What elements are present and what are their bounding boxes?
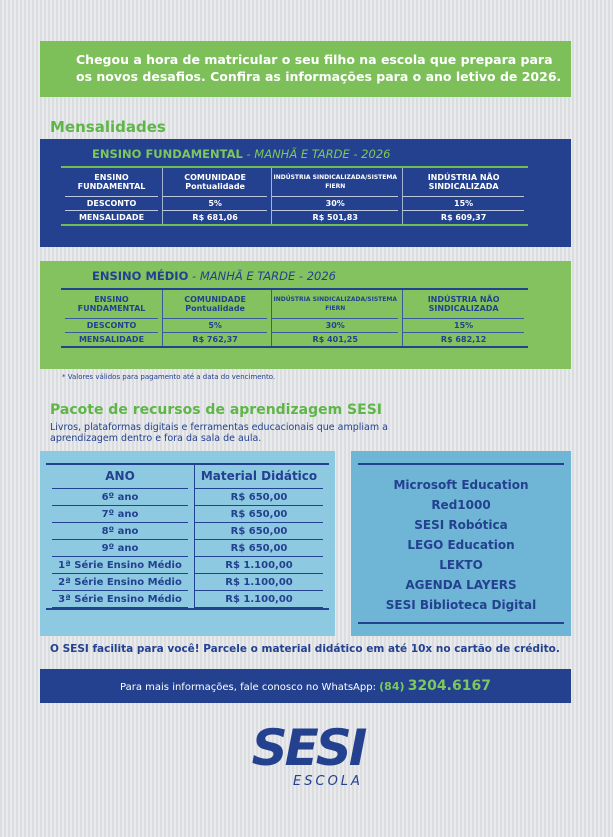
platform-item: Microsoft Education: [393, 478, 529, 492]
header-cell: ANO: [52, 465, 188, 489]
cell: 5%: [162, 197, 268, 211]
divider: [358, 622, 564, 624]
price-cell: R$ 1.100,00: [194, 557, 323, 574]
header-cell: Material Didático: [194, 465, 323, 489]
pacote-description: Livros, plataformas digitais e ferrament…: [50, 422, 388, 444]
material-row: 7º ano R$ 650,00: [52, 506, 323, 523]
header-cell: ENSINO FUNDAMENTAL: [65, 290, 158, 319]
price-cell: R$ 650,00: [194, 540, 323, 557]
intro-banner: Chegou a hora de matricular o seu filho …: [40, 41, 571, 97]
cell: 15%: [402, 197, 524, 211]
fundamental-price-table: ENSINO FUNDAMENTAL COMUNIDADE Pontualidad…: [61, 166, 528, 226]
cell: 15%: [402, 319, 524, 333]
row-label: MENSALIDADE: [78, 335, 145, 344]
year-cell: 3ª Série Ensino Médio: [52, 591, 188, 608]
material-row: 8º ano R$ 650,00: [52, 523, 323, 540]
cell: R$ 609,37: [402, 211, 524, 224]
header-cell: COMUNIDADE Pontualidade: [162, 290, 268, 319]
cell: R$ 682,12: [402, 333, 524, 346]
material-row: 3ª Série Ensino Médio R$ 1.100,00: [52, 591, 323, 608]
contact-text: Para mais informações, fale conosco no W…: [120, 682, 376, 693]
installment-note: O SESI facilita para você! Parcele o mat…: [50, 643, 560, 655]
table-title: ENSINO MÉDIO - MANHÃ E TARDE - 2026: [92, 269, 336, 283]
price-cell: R$ 1.100,00: [194, 591, 323, 608]
cell: R$ 501,83: [271, 211, 398, 224]
cell: 30%: [271, 319, 399, 333]
header-cell: COMUNIDADE Pontualidade: [162, 168, 268, 197]
year-cell: 1ª Série Ensino Médio: [52, 557, 188, 574]
platform-item: LEKTO: [439, 558, 483, 572]
fundamental-table-box: ENSINO FUNDAMENTAL - MANHÃ E TARDE - 202…: [40, 139, 571, 247]
row-label: MENSALIDADE: [78, 213, 145, 222]
year-cell: 9º ano: [52, 540, 188, 557]
row-label: DESCONTO: [65, 197, 158, 211]
contact-bar: Para mais informações, fale conosco no W…: [40, 669, 571, 703]
material-row: 1ª Série Ensino Médio R$ 1.100,00: [52, 557, 323, 574]
material-row: 9º ano R$ 650,00: [52, 540, 323, 557]
price-cell: R$ 650,00: [194, 506, 323, 523]
phone-ddd: (84): [379, 680, 405, 693]
price-cell: R$ 650,00: [194, 489, 323, 506]
material-row: 6º ano R$ 650,00: [52, 489, 323, 506]
pacote-heading: Pacote de recursos de aprendizagem SESI: [50, 402, 382, 418]
cell: R$ 681,06: [162, 211, 267, 224]
year-cell: 8º ano: [52, 523, 188, 540]
platform-list: Microsoft Education Red1000 SESI Robótica L…: [351, 475, 571, 615]
mensalidades-heading: Mensalidades: [50, 118, 166, 136]
sesi-escola-logo: SESI ESCOLA: [251, 719, 368, 789]
material-row: 2ª Série Ensino Médio R$ 1.100,00: [52, 574, 323, 591]
header-cell: INDÚSTRIA SINDICALIZADA/SISTEMA FIERN: [271, 290, 399, 319]
price-cell: R$ 1.100,00: [194, 574, 323, 591]
platform-item: Red1000: [431, 498, 491, 512]
cell: R$ 401,25: [271, 333, 398, 346]
year-cell: 7º ano: [52, 506, 188, 523]
divider: [358, 463, 564, 465]
platform-item: SESI Robótica: [414, 518, 508, 532]
header-cell: INDÚSTRIA NÃO SINDICALIZADA: [402, 290, 524, 319]
price-cell: R$ 650,00: [194, 523, 323, 540]
material-box: ANO Material Didático 6º ano R$ 650,00 7º a…: [40, 451, 335, 636]
platforms-box: Microsoft Education Red1000 SESI Robótica L…: [351, 451, 571, 636]
medio-table-box: ENSINO MÉDIO - MANHÃ E TARDE - 2026 ENSI…: [40, 261, 571, 369]
phone-number[interactable]: 3204.6167: [407, 678, 491, 694]
header-cell: ENSINO FUNDAMENTAL: [65, 168, 158, 197]
cell: R$ 762,37: [162, 333, 267, 346]
cell: 30%: [271, 197, 399, 211]
footnote: * Valores válidos para pagamento até a d…: [62, 373, 276, 381]
year-cell: 6º ano: [52, 489, 188, 506]
platform-item: LEGO Education: [407, 538, 515, 552]
header-cell: INDÚSTRIA NÃO SINDICALIZADA: [402, 168, 524, 197]
year-cell: 2ª Série Ensino Médio: [52, 574, 188, 591]
row-label: DESCONTO: [65, 319, 158, 333]
header-cell: INDÚSTRIA SINDICALIZADA/SISTEMA FIERN: [271, 168, 399, 197]
material-table: ANO Material Didático 6º ano R$ 650,00 7º a…: [46, 463, 329, 610]
platform-item: SESI Biblioteca Digital: [385, 598, 537, 612]
medio-price-table: ENSINO FUNDAMENTAL COMUNIDADE Pontualidad…: [61, 288, 528, 348]
platform-item: AGENDA LAYERS: [405, 578, 517, 592]
table-title: ENSINO FUNDAMENTAL - MANHÃ E TARDE - 202…: [92, 147, 391, 161]
cell: 5%: [162, 319, 268, 333]
